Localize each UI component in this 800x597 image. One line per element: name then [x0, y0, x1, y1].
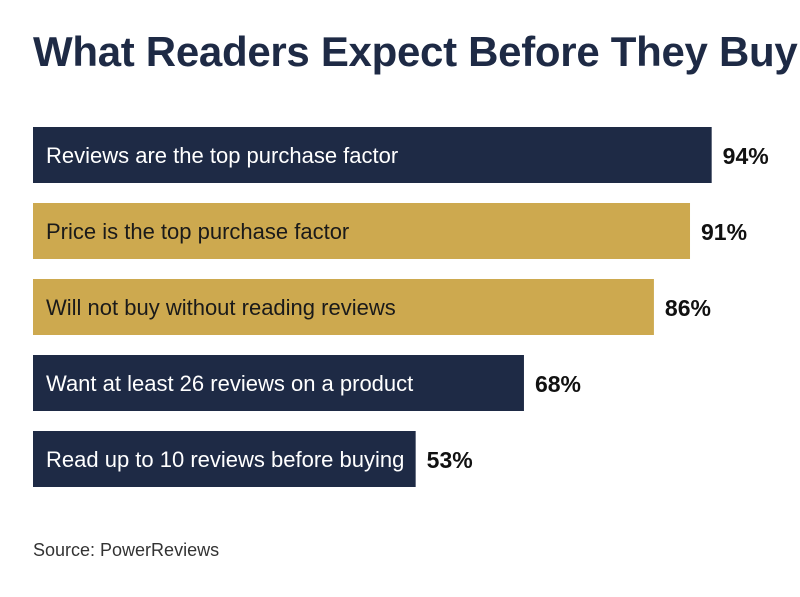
bar-value-label: 53% — [427, 447, 473, 473]
chart-title: What Readers Expect Before They Buy — [33, 28, 798, 75]
bar — [33, 431, 416, 487]
bar-category-label: Will not buy without reading reviews — [46, 295, 396, 320]
source-note: Source: PowerReviews — [33, 540, 220, 560]
bar-value-label: 91% — [701, 219, 747, 245]
bar-value-label: 94% — [723, 143, 769, 169]
bar — [33, 127, 712, 183]
bar-category-label: Want at least 26 reviews on a product — [46, 371, 413, 396]
bar-category-label: Price is the top purchase factor — [46, 219, 349, 244]
bar-value-label: 86% — [665, 295, 711, 321]
bar-category-label: Reviews are the top purchase factor — [46, 143, 398, 168]
bar — [33, 203, 691, 259]
bar — [33, 355, 524, 411]
bar-value-label: 68% — [535, 371, 581, 397]
bar-category-label: Read up to 10 reviews before buying — [46, 447, 404, 472]
bar — [33, 279, 654, 335]
